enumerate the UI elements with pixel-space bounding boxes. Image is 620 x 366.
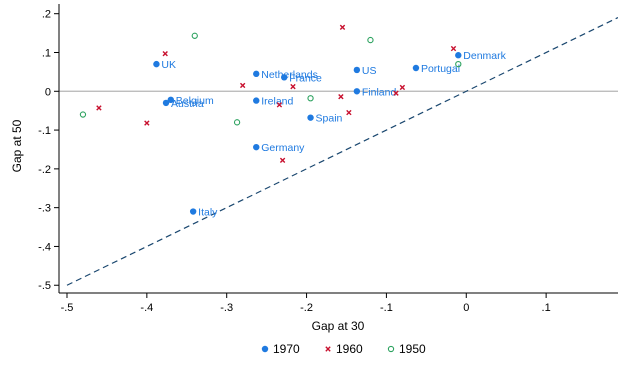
data-point — [412, 64, 420, 72]
x-tick-label: -.3 — [220, 302, 233, 314]
x-tick-label: -.4 — [140, 302, 153, 314]
data-point — [144, 120, 150, 126]
data-point — [253, 143, 260, 151]
point-label: Finland — [362, 86, 397, 98]
data-point — [191, 32, 198, 39]
y-tick-label: .2 — [42, 9, 51, 21]
y-axis: -.5 -.4 -.3 -.2 -.1 0 .1 .2 — [38, 4, 60, 293]
data-point — [367, 36, 374, 44]
data-point — [339, 24, 346, 30]
point-label: Belgium — [176, 95, 214, 107]
x-tick-label: .1 — [542, 302, 551, 314]
x-tick-label: -.2 — [300, 302, 313, 314]
series-1960 — [96, 24, 457, 164]
y-tick-label: 0 — [45, 86, 51, 98]
data-point — [167, 96, 174, 104]
series-1950 — [79, 32, 462, 126]
legend-label: 1960 — [336, 342, 363, 356]
point-label: Netherlands — [261, 69, 318, 81]
y-axis-title: Gap at 50 — [10, 119, 24, 172]
legend-marker — [387, 345, 395, 353]
point-label: Denmark — [463, 50, 506, 62]
legend-label: 1970 — [273, 342, 300, 356]
data-point — [153, 60, 160, 68]
data-point — [307, 95, 314, 102]
data-point — [162, 99, 170, 107]
x-tick-label: -.1 — [380, 302, 393, 314]
data-point — [455, 60, 462, 68]
x-tick-label: -.5 — [61, 302, 74, 314]
data-point — [189, 208, 197, 215]
x-tick-label: 0 — [463, 302, 469, 314]
x-axis-title: Gap at 30 — [312, 319, 365, 333]
data-point — [353, 88, 361, 95]
point-label: Ireland — [261, 96, 293, 108]
data-point — [79, 111, 87, 118]
point-label: Germany — [261, 142, 305, 154]
y-tick-label: -.2 — [38, 164, 51, 176]
point-label: US — [362, 65, 377, 77]
data-point — [455, 52, 462, 59]
y-tick-label: -.4 — [38, 241, 51, 253]
data-point — [279, 157, 286, 164]
legend-marker — [325, 346, 331, 352]
legend-marker — [261, 345, 269, 353]
point-label: Spain — [316, 113, 343, 125]
data-point — [253, 97, 260, 104]
data-point — [239, 82, 246, 89]
legend: 1970 1960 1950 — [261, 342, 426, 356]
data-point — [450, 45, 457, 52]
y-tick-label: -.3 — [38, 203, 51, 215]
data-point — [307, 114, 314, 121]
point-label: France — [289, 72, 322, 84]
data-point — [162, 50, 168, 57]
data-point — [96, 105, 102, 111]
data-point — [346, 109, 352, 116]
data-point — [233, 119, 241, 126]
data-point — [290, 83, 296, 90]
data-point — [253, 70, 260, 78]
data-point — [353, 66, 361, 74]
data-point — [276, 102, 283, 108]
y-tick-label: -.1 — [38, 125, 51, 137]
x-axis: -.5 -.4 -.3 -.2 -.1 0 .1 — [59, 292, 618, 314]
data-point — [393, 90, 399, 96]
point-label: Portugal — [421, 63, 460, 75]
legend-label: 1950 — [399, 342, 426, 356]
data-point — [399, 84, 406, 91]
y-tick-label: -.5 — [38, 280, 51, 292]
data-point — [338, 94, 344, 100]
point-label: UK — [161, 59, 176, 71]
y-tick-label: .1 — [42, 47, 51, 59]
data-point — [280, 74, 288, 81]
point-label: Austria — [171, 98, 204, 110]
point-label: Italy — [198, 207, 218, 219]
diagonal-reference-line — [66, 17, 618, 286]
